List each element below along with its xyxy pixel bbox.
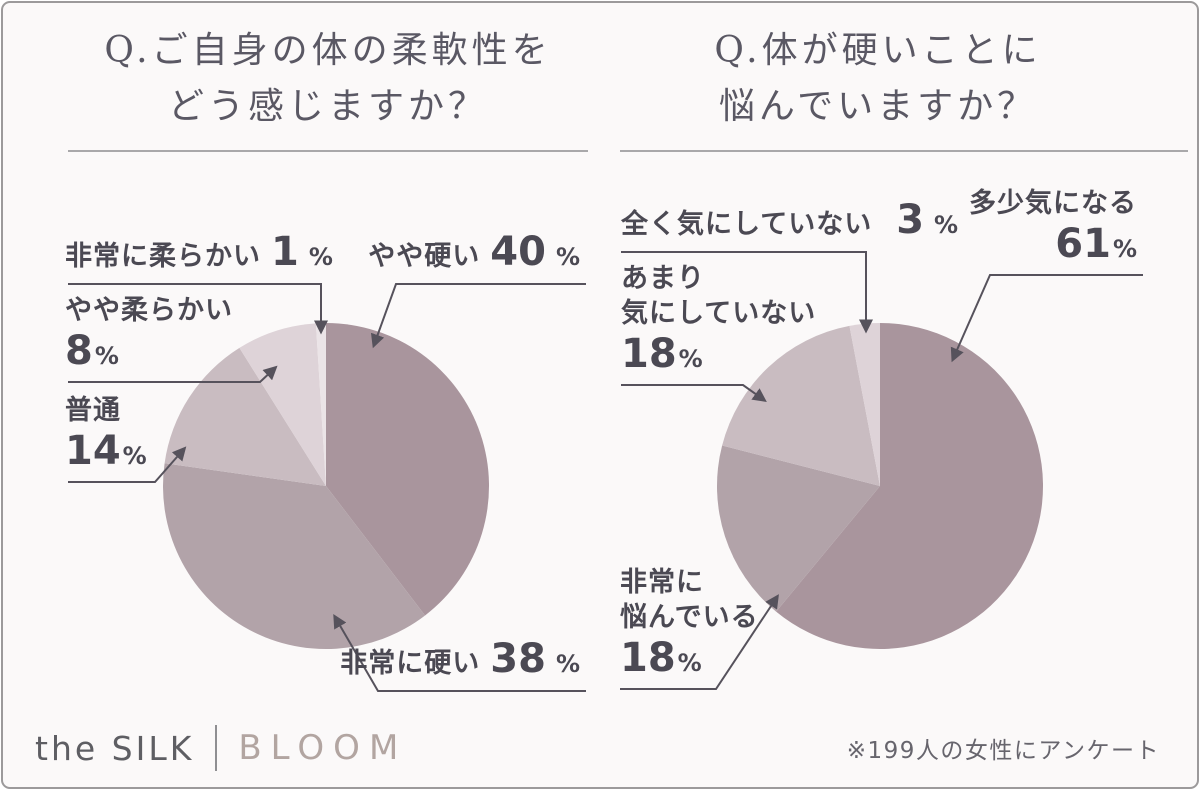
title-line: どう感じますか？ (167, 85, 488, 127)
leader-line-not-concerned-at-all (621, 251, 873, 334)
callout-value: 1 (271, 228, 299, 275)
callout-label: あまり (621, 262, 705, 294)
callout-label: 多少気になる (969, 187, 1137, 219)
percent-sign: % (308, 242, 333, 271)
callout-label: 悩んでいる (620, 601, 759, 633)
callout-label: 気にしていない (621, 297, 817, 329)
callout-not-concerned-at-all: 全く気にしていない 3% (621, 199, 958, 242)
title-line: Q.ご自身の体の柔軟性を (104, 30, 552, 71)
percent-sign: % (122, 442, 147, 470)
callout-value: 61 (1055, 221, 1111, 267)
callout-somewhat-flexible: やや柔らかい 8% (65, 293, 233, 372)
pie-chart-worry (716, 323, 1044, 649)
callout-value: 3 (896, 196, 925, 243)
percent-sign: % (94, 342, 119, 370)
percent-sign: % (555, 242, 580, 271)
leader-line-very-troubled (620, 594, 779, 690)
percent-sign: % (1112, 235, 1137, 263)
callout-very-stiff: 非常に硬い 38% (340, 638, 580, 681)
callout-label: 非常に硬い (340, 647, 481, 679)
percent-sign: % (934, 210, 959, 239)
leader-line-somewhat-stiff (370, 283, 586, 349)
brand-the-silk: the SILK (35, 728, 195, 768)
pie-slice-very-troubled (716, 445, 880, 612)
leader-line-very-flexible (68, 283, 328, 335)
pie-slice-somewhat-stiff (326, 323, 490, 616)
callout-normal: 普通 14% (65, 393, 147, 472)
callout-label: やや硬い (368, 240, 481, 272)
pie-slice-very-flexible (315, 323, 326, 486)
leader-line-somewhat-flexible (68, 365, 278, 383)
pie-slice-very-stiff (162, 463, 426, 650)
leader-line-normal (68, 446, 187, 483)
callout-value: 40 (490, 228, 546, 275)
brand-logo: the SILK BLOOM (35, 725, 407, 771)
pie-chart-flexibility (162, 323, 490, 650)
leader-line-not-much-concerned (621, 384, 767, 403)
callout-label: 全く気にしていない (621, 208, 873, 240)
callout-label: 非常に (620, 566, 704, 598)
callout-value: 18 (621, 331, 677, 377)
pie-slice-not-much-concerned (722, 325, 880, 486)
percent-sign: % (555, 649, 580, 678)
callout-very-troubled: 非常に 悩んでいる 18% (620, 565, 759, 679)
callout-label: 非常に柔らかい (65, 240, 261, 272)
question-title-flexibility: Q.ご自身の体の柔軟性を どう感じますか？ (68, 23, 588, 135)
callout-value: 8 (65, 328, 93, 374)
callout-very-flexible: 非常に柔らかい 1% (65, 231, 333, 274)
brand-divider (215, 725, 218, 771)
pie-slice-not-concerned-at-all (849, 323, 880, 486)
title-line: 悩んでいますか？ (718, 85, 1038, 127)
callout-label: 普通 (65, 394, 121, 426)
brand-bloom: BLOOM (238, 728, 408, 768)
survey-sample-note: ※199人の女性にアンケート (846, 738, 1160, 764)
leader-line-somewhat-concerned (950, 274, 1143, 363)
leader-line-overlay (68, 150, 1188, 692)
title-line: Q.体が硬いことに (714, 30, 1042, 71)
percent-sign: % (678, 345, 703, 373)
callout-value: 14 (65, 428, 121, 474)
callout-not-much-concerned: あまり 気にしていない 18% (621, 261, 816, 375)
percent-sign: % (677, 649, 702, 677)
leader-line-very-stiff (333, 613, 586, 692)
pie-slice-somewhat-flexible (239, 323, 326, 486)
callout-somewhat-stiff: やや硬い 40% (368, 231, 580, 274)
callout-value: 38 (490, 635, 546, 682)
pie-slice-somewhat-concerned (776, 323, 1044, 649)
callout-label: やや柔らかい (65, 294, 233, 326)
callout-somewhat-concerned: 多少気になる 61% (969, 186, 1137, 265)
question-title-worry: Q.体が硬いことに 悩んでいますか？ (618, 23, 1138, 135)
callout-value: 18 (620, 635, 676, 681)
